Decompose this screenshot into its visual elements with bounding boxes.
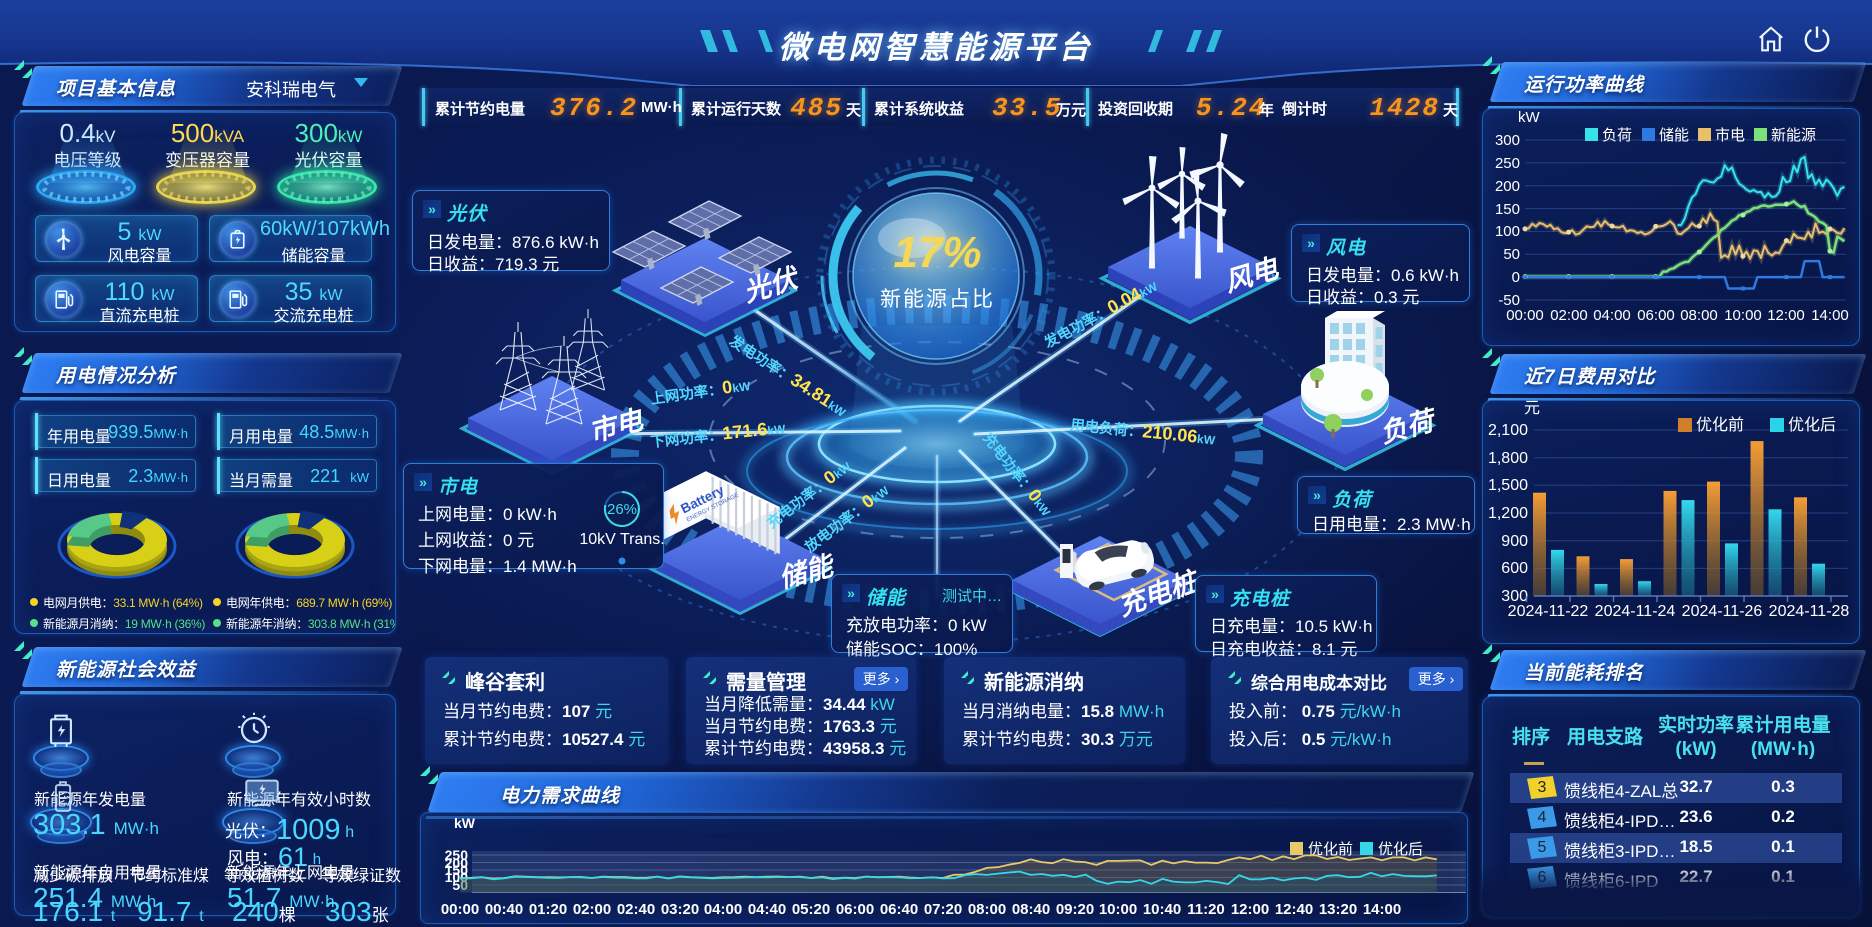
svg-text:优化后: 优化后 xyxy=(1378,841,1423,858)
svg-text:08:00: 08:00 xyxy=(1680,307,1718,324)
svg-text:元: 元 xyxy=(1524,400,1540,417)
svg-text:优化前: 优化前 xyxy=(1308,841,1353,858)
svg-text:12:40: 12:40 xyxy=(1275,901,1313,918)
svg-text:06:40: 06:40 xyxy=(880,901,918,918)
svg-text:2024-11-24: 2024-11-24 xyxy=(1595,603,1676,620)
svg-text:50: 50 xyxy=(1503,246,1520,263)
svg-text:01:20: 01:20 xyxy=(529,901,567,918)
svg-text:优化前: 优化前 xyxy=(1696,416,1744,434)
svg-text:14:00: 14:00 xyxy=(1811,307,1849,324)
svg-text:04:00: 04:00 xyxy=(1593,307,1631,324)
svg-text:10:00: 10:00 xyxy=(1099,901,1137,918)
svg-text:00:00: 00:00 xyxy=(441,901,479,918)
svg-text:储能: 储能 xyxy=(1659,127,1689,144)
svg-text:900: 900 xyxy=(1501,533,1528,550)
svg-text:kW: kW xyxy=(1518,109,1541,126)
svg-text:250: 250 xyxy=(445,847,469,863)
svg-text:优化后: 优化后 xyxy=(1788,416,1836,434)
svg-text:300: 300 xyxy=(1501,588,1528,605)
svg-text:02:00: 02:00 xyxy=(573,901,611,918)
svg-text:10:00: 10:00 xyxy=(1724,307,1762,324)
svg-text:2024-11-22: 2024-11-22 xyxy=(1508,603,1589,620)
svg-text:06:00: 06:00 xyxy=(836,901,874,918)
svg-text:05:20: 05:20 xyxy=(792,901,830,918)
svg-text:200: 200 xyxy=(1495,178,1520,195)
svg-text:150: 150 xyxy=(445,862,469,878)
svg-text:2,100: 2,100 xyxy=(1488,422,1528,439)
svg-text:kW: kW xyxy=(454,815,476,831)
svg-text:50: 50 xyxy=(452,877,468,893)
svg-text:新能源: 新能源 xyxy=(1771,127,1816,144)
svg-text:600: 600 xyxy=(1501,560,1528,577)
svg-text:00:40: 00:40 xyxy=(485,901,523,918)
svg-text:2024-11-28: 2024-11-28 xyxy=(1769,603,1850,620)
svg-text:市电: 市电 xyxy=(1715,127,1745,144)
svg-text:1,500: 1,500 xyxy=(1488,477,1528,494)
svg-text:300: 300 xyxy=(1495,132,1520,149)
svg-text:04:00: 04:00 xyxy=(704,901,742,918)
svg-text:0: 0 xyxy=(1512,269,1520,286)
svg-text:03:20: 03:20 xyxy=(661,901,699,918)
svg-text:-50: -50 xyxy=(1498,292,1520,309)
svg-text:02:00: 02:00 xyxy=(1550,307,1588,324)
svg-text:08:40: 08:40 xyxy=(1012,901,1050,918)
svg-text:负荷: 负荷 xyxy=(1602,127,1632,144)
svg-text:12:00: 12:00 xyxy=(1767,307,1805,324)
svg-text:09:20: 09:20 xyxy=(1056,901,1094,918)
svg-text:150: 150 xyxy=(1495,201,1520,218)
svg-text:14:00: 14:00 xyxy=(1363,901,1401,918)
svg-text:200: 200 xyxy=(445,855,469,871)
svg-text:00:00: 00:00 xyxy=(1506,307,1544,324)
svg-text:08:00: 08:00 xyxy=(968,901,1006,918)
svg-text:250: 250 xyxy=(1495,155,1520,172)
svg-text:100: 100 xyxy=(445,869,469,885)
svg-text:2024-11-26: 2024-11-26 xyxy=(1682,603,1763,620)
svg-text:02:40: 02:40 xyxy=(617,901,655,918)
svg-text:07:20: 07:20 xyxy=(924,901,962,918)
svg-text:12:00: 12:00 xyxy=(1231,901,1269,918)
svg-text:04:40: 04:40 xyxy=(748,901,786,918)
svg-text:10:40: 10:40 xyxy=(1143,901,1181,918)
svg-text:1,200: 1,200 xyxy=(1488,505,1528,522)
svg-text:100: 100 xyxy=(1495,223,1520,240)
svg-text:13:20: 13:20 xyxy=(1319,901,1357,918)
svg-text:1,800: 1,800 xyxy=(1488,450,1528,467)
svg-text:11:20: 11:20 xyxy=(1187,901,1225,918)
svg-text:06:00: 06:00 xyxy=(1637,307,1675,324)
